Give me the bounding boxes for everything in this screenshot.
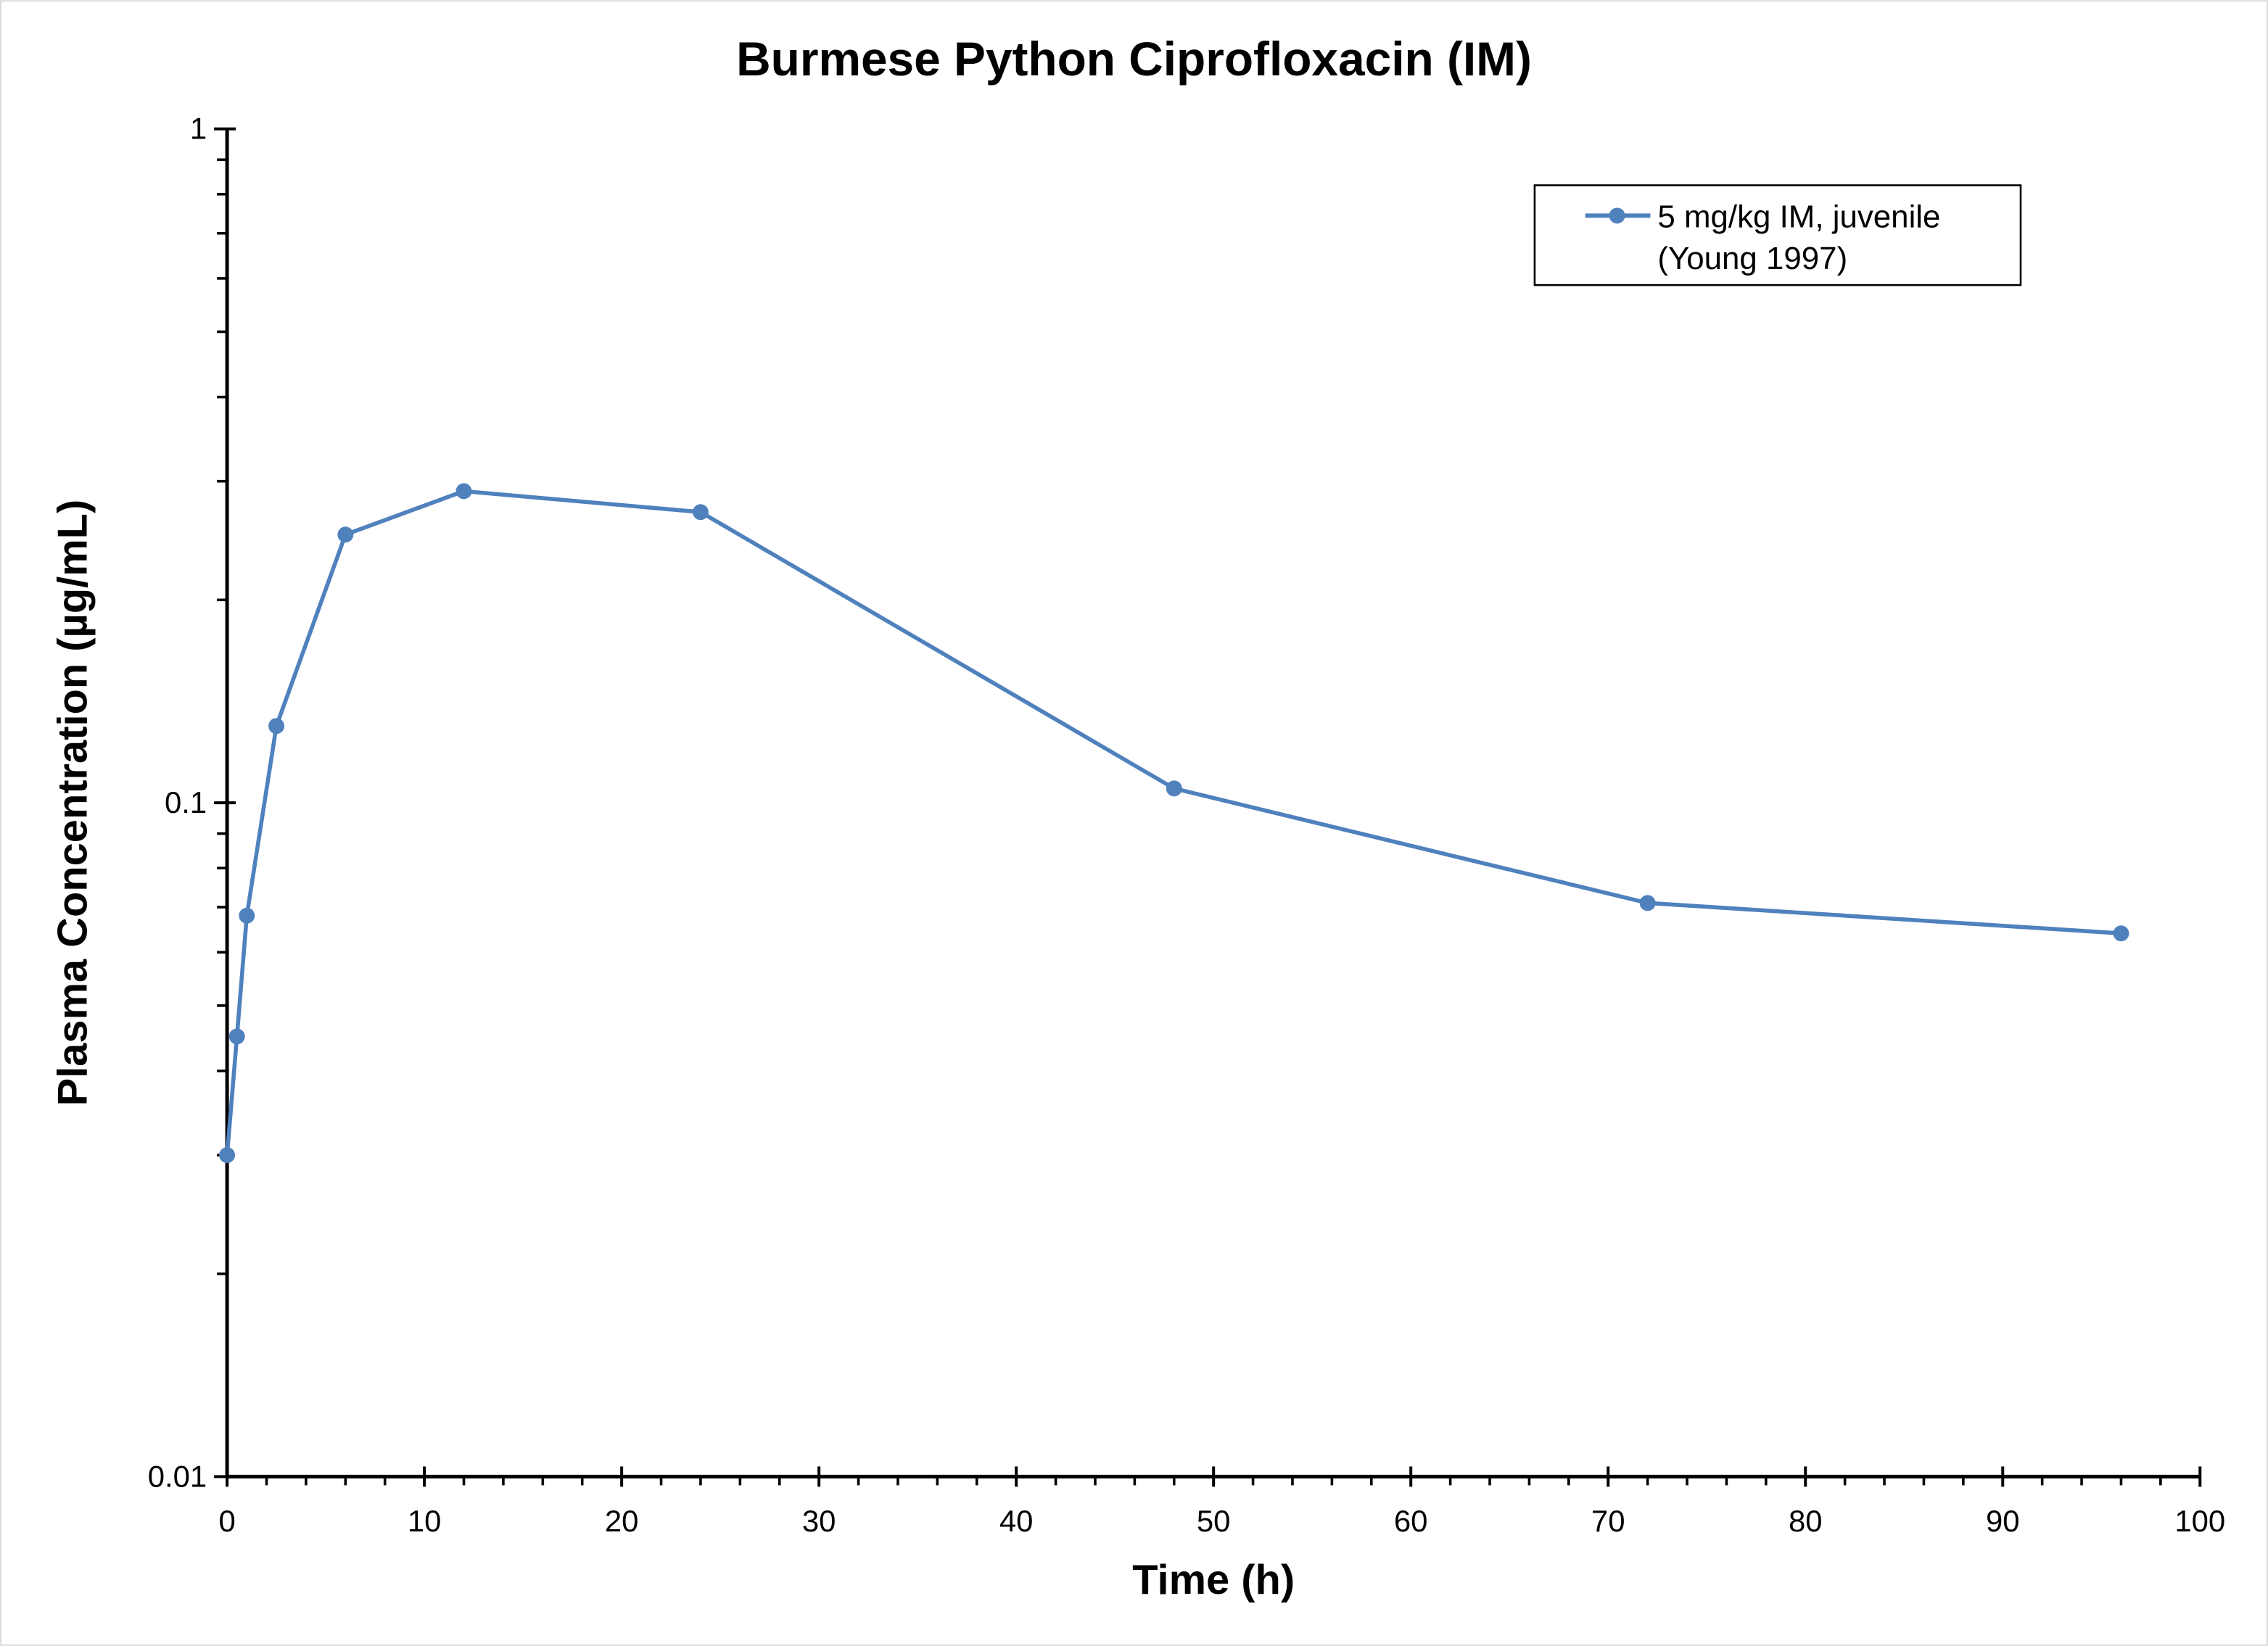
data-point — [337, 526, 354, 543]
data-point — [228, 1028, 245, 1045]
chart-title: Burmese Python Ciprofloxacin (IM) — [736, 32, 1532, 86]
data-point — [239, 907, 255, 924]
legend: 5 mg/kg IM, juvenile (Young 1997) — [1533, 184, 2022, 286]
data-point — [219, 1147, 236, 1163]
x-tick-label: 70 — [1591, 1504, 1625, 1538]
x-tick-label: 40 — [999, 1504, 1034, 1538]
x-tick-label: 10 — [408, 1504, 442, 1538]
y-tick-label: 0.01 — [148, 1459, 207, 1493]
x-tick-label: 90 — [1986, 1504, 2020, 1538]
x-tick-label: 60 — [1394, 1504, 1428, 1538]
x-axis-label: Time (h) — [1132, 1557, 1295, 1603]
legend-label-line2: (Young 1997) — [1657, 241, 1847, 276]
data-point — [2113, 925, 2129, 942]
series-line — [225, 489, 2121, 1156]
data-point — [1639, 895, 1656, 911]
y-tick-label: 1 — [190, 112, 207, 146]
x-tick-label: 30 — [802, 1504, 836, 1538]
x-tick-label: 50 — [1197, 1504, 1231, 1538]
data-point — [692, 504, 709, 521]
legend-box — [1533, 184, 2022, 286]
data-point — [1166, 780, 1182, 797]
x-tick-label: 80 — [1789, 1504, 1823, 1538]
data-point — [455, 483, 472, 500]
x-tick-label: 100 — [2174, 1504, 2225, 1538]
data-point — [268, 718, 285, 735]
x-tick-label: 0 — [218, 1504, 235, 1538]
legend-label: 5 mg/kg IM, juvenile — [1657, 199, 1940, 234]
y-axis-label: Plasma Concentration (µg/mL) — [50, 500, 96, 1107]
x-tick-label: 20 — [605, 1504, 639, 1538]
legend-marker — [1609, 207, 1625, 224]
y-tick-label: 0.1 — [165, 785, 207, 819]
